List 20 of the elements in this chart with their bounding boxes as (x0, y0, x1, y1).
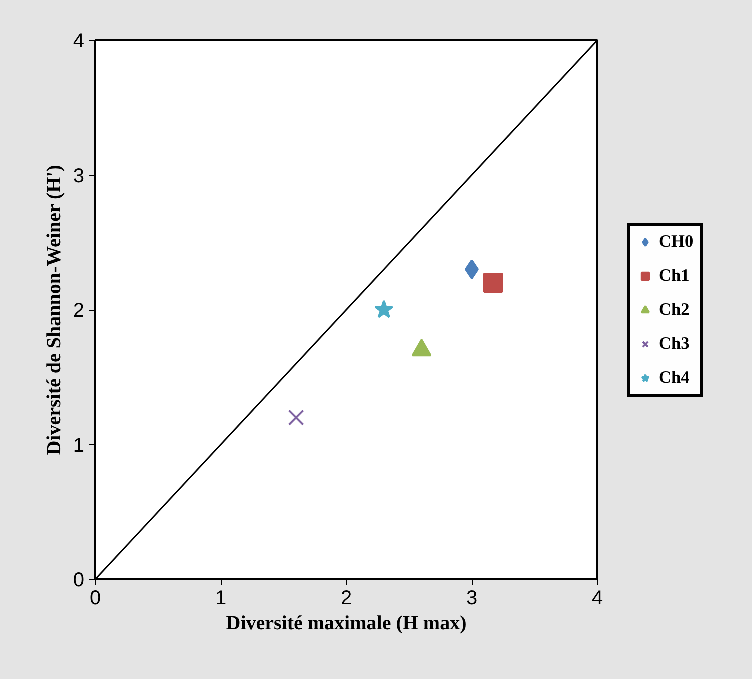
legend-label: CH0 (659, 232, 694, 252)
point (288, 410, 304, 426)
y-tick-label: 1 (73, 434, 84, 457)
y-tick-label: 0 (73, 570, 84, 592)
x-tick-label: 0 (90, 588, 102, 610)
x-tick-label: 4 (592, 588, 604, 610)
legend-label: Ch4 (659, 368, 690, 388)
point (483, 273, 504, 294)
x-axis-title: Diversité maximale (H max) (226, 612, 467, 634)
y-tick-label: 3 (73, 165, 84, 188)
x-tick-label: 3 (466, 588, 478, 610)
legend-label: Ch2 (659, 300, 690, 320)
legend-label: Ch1 (659, 266, 690, 286)
y-axis-title: Diversité de Shannon-Weiner (H') (43, 165, 66, 456)
x-tick-label: 1 (215, 588, 227, 610)
y-tick-label: 2 (73, 300, 84, 322)
y-tick-label: 4 (73, 30, 84, 52)
legend-label: Ch3 (659, 334, 690, 354)
point (374, 300, 394, 318)
x-tick-label: 2 (340, 588, 352, 610)
